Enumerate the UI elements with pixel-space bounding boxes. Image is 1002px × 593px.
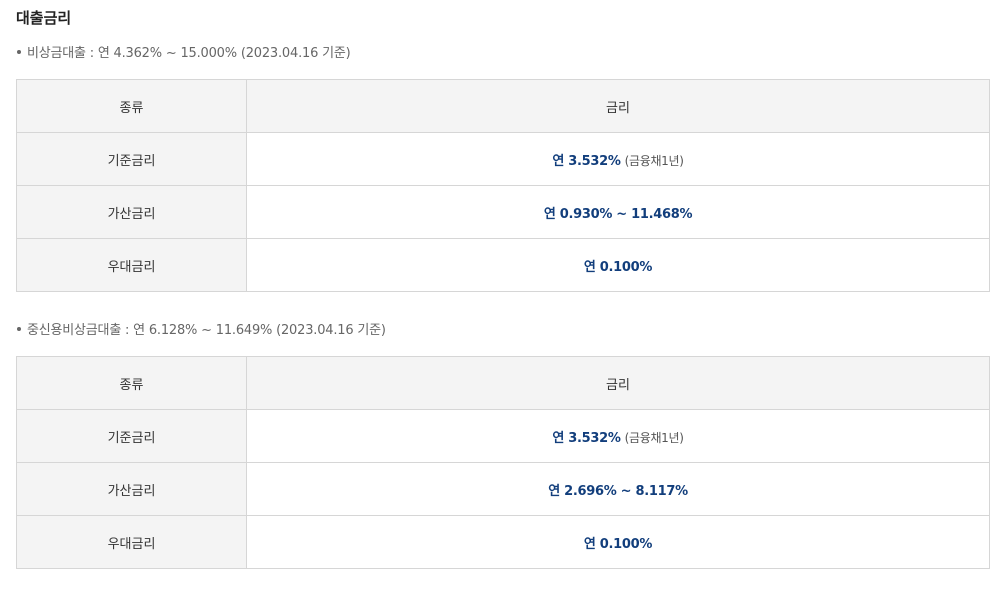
rate-value: 연 2.696% ~ 8.117% [548,483,688,499]
column-header-type: 종류 [16,79,247,133]
row-label-base-rate: 기준금리 [16,409,247,463]
section-note-text: 비상금대출 : 연 4.362% ~ 15.000% (2023.04.16 기… [27,46,351,61]
rate-cell: 연 0.930% ~ 11.468% [246,185,990,239]
row-label-preferential-rate: 우대금리 [16,238,247,292]
page-title: 대출금리 [16,9,72,27]
section-note-text: 중신용비상금대출 : 연 6.128% ~ 11.649% (2023.04.1… [27,323,386,338]
rate-basis: (금융채1년) [624,430,684,445]
row-label-spread-rate: 가산금리 [16,462,247,516]
column-header-rate: 금리 [246,356,990,410]
table-row: 기준금리 연 3.532% (금융채1년) [16,132,990,186]
rate-cell: 연 3.532% (금융채1년) [246,409,990,463]
table-row: 우대금리 연 0.100% [16,238,990,292]
bullet-icon [17,50,21,54]
rate-value: 연 3.532% [552,153,621,169]
table-row: 가산금리 연 2.696% ~ 8.117% [16,462,990,516]
rate-cell: 연 3.532% (금융채1년) [246,132,990,186]
bullet-icon [17,327,21,331]
column-header-rate: 금리 [246,79,990,133]
table-header-row: 종류 금리 [16,79,990,133]
rate-value: 연 3.532% [552,430,621,446]
rate-value: 연 0.930% ~ 11.468% [543,206,693,222]
section-note-mid-credit-loan: 중신용비상금대출 : 연 6.128% ~ 11.649% (2023.04.1… [16,322,990,340]
rate-table-emergency-loan: 종류 금리 기준금리 연 3.532% (금융채1년) 가산금리 연 0.930%… [16,79,990,292]
row-label-base-rate: 기준금리 [16,132,247,186]
section-note-emergency-loan: 비상금대출 : 연 4.362% ~ 15.000% (2023.04.16 기… [16,45,990,63]
table-row: 우대금리 연 0.100% [16,515,990,569]
column-header-type: 종류 [16,356,247,410]
loan-rate-page: 대출금리 비상금대출 : 연 4.362% ~ 15.000% (2023.04… [16,9,990,569]
rate-value: 연 0.100% [583,259,653,275]
rate-cell: 연 2.696% ~ 8.117% [246,462,990,516]
table-row: 가산금리 연 0.930% ~ 11.468% [16,185,990,239]
table-row: 기준금리 연 3.532% (금융채1년) [16,409,990,463]
table-header-row: 종류 금리 [16,356,990,410]
row-label-preferential-rate: 우대금리 [16,515,247,569]
rate-table-mid-credit-loan: 종류 금리 기준금리 연 3.532% (금융채1년) 가산금리 연 2.696%… [16,356,990,569]
section-gap [16,292,990,322]
row-label-spread-rate: 가산금리 [16,185,247,239]
rate-cell: 연 0.100% [246,515,990,569]
rate-cell: 연 0.100% [246,238,990,292]
rate-basis: (금융채1년) [624,153,684,168]
rate-value: 연 0.100% [583,536,653,552]
